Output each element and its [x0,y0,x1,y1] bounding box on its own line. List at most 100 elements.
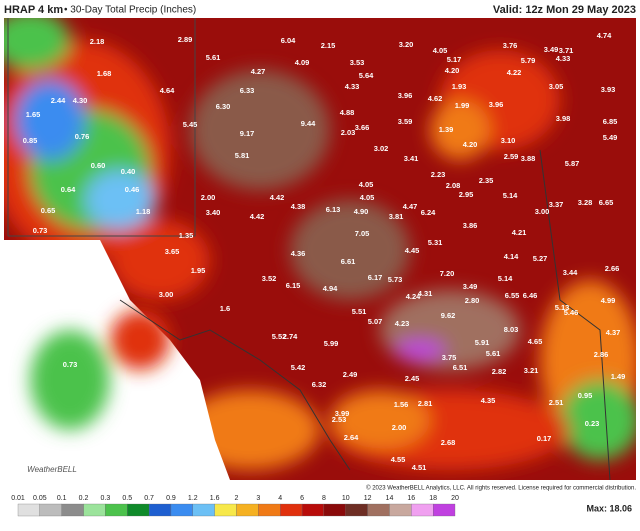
precip-label: 5.61 [206,53,221,62]
max-value: Max: 18.06 [586,503,632,513]
legend-swatch [148,503,172,517]
legend-swatch [411,503,434,517]
precip-label: 4.47 [403,202,418,211]
precip-label: 5.51 [352,307,367,316]
precip-label: 0.65 [41,206,56,215]
precip-label: 2.66 [605,264,620,273]
precip-label: 7.20 [440,269,455,278]
precip-label: 5.45 [183,120,198,129]
precip-label: 5.14 [498,274,513,283]
precip-label: 1.49 [611,372,626,381]
precip-label: 6.65 [599,198,614,207]
precip-label: 6.51 [453,363,468,372]
precip-label: 2.18 [90,37,105,46]
precip-label: 4.33 [556,54,571,63]
precip-label: 6.55 [505,291,520,300]
valid-time: Valid: 12z Mon 29 May 2023 [493,4,636,16]
legend-tick-label: 0.01 [11,495,25,502]
logo: WeatherBELL [27,465,77,474]
precip-label: 0.95 [578,391,593,400]
precip-label: 3.75 [442,353,457,362]
map-title: • 30-Day Total Precip (Inches) [64,5,196,16]
legend-tick-label: 1.6 [210,495,220,502]
precip-label: 2.53 [332,415,347,424]
precip-label: 5.17 [447,55,462,64]
legend-tick-label: 0.05 [33,495,47,502]
precip-label: 4.22 [507,68,522,77]
precip-label: 4.33 [345,82,360,91]
precip-label: 2.82 [492,367,507,376]
precip-label: 1.35 [179,231,194,240]
precip-label: 2.80 [465,296,480,305]
precip-label: 2.15 [321,41,336,50]
legend-tick-label: 0.3 [101,495,111,502]
legend-swatch [39,503,62,517]
precip-label: 2.03 [341,128,356,137]
precip-label: 4.05 [433,46,448,55]
legend-tick-label: 20 [451,495,459,502]
precip-label: 4.30 [73,96,88,105]
precip-label: 0.85 [23,136,38,145]
precip-label: 6.30 [216,102,231,111]
map-field [4,18,636,480]
precip-label: 9.17 [240,129,255,138]
precip-label: 3.05 [549,82,564,91]
precip-label: 4.20 [445,66,460,75]
precip-label: 2.89 [178,35,193,44]
precip-label: 2.23 [431,170,446,179]
precip-label: 4.20 [463,140,478,149]
precip-label: 2.86 [594,350,609,359]
precip-label: 3.49 [544,45,559,54]
precip-label: 7.05 [355,229,370,238]
precip-label: 1.56 [394,400,409,409]
precip-label: 4.64 [160,86,175,95]
precip-label: 3.99 [335,409,350,418]
precip-label: 1.6 [220,304,230,313]
precip-label: 5.14 [503,191,518,200]
precip-label: 3.41 [404,154,419,163]
precip-label: 4.99 [601,296,616,305]
precip-label: 4.23 [395,319,410,328]
precip-label: 3.20 [399,40,414,49]
precip-label: 4.31 [418,289,433,298]
model-name: HRAP 4 km [4,4,63,16]
precip-label: 2.74 [283,332,298,341]
precip-label: 4.62 [428,94,443,103]
precip-label: 4.65 [528,337,543,346]
precip-label: 3.37 [549,200,564,209]
precip-label: 5.87 [565,159,580,168]
legend-swatch [61,503,84,517]
precip-label: 4.51 [412,463,427,472]
precip-label: 4.42 [250,212,265,221]
precip-label: 5.64 [359,71,374,80]
precip-label: 0.73 [63,360,78,369]
precip-label: 2.95 [459,190,474,199]
precip-label: 4.55 [391,455,406,464]
legend-swatch [367,503,390,517]
precip-label: 5.52 [272,332,287,341]
legend-swatch [301,503,325,517]
precip-label: 6.85 [603,117,618,126]
precip-label: 3.65 [165,247,180,256]
precip-label: 2.00 [201,193,216,202]
precip-label: 6.24 [421,208,436,217]
precip-label: 3.53 [350,58,365,67]
precip-label: 2.44 [51,96,66,105]
precip-label: 0.46 [125,185,140,194]
precip-label: 4.05 [360,193,375,202]
precip-label: 2.68 [441,438,456,447]
precip-label: 0.17 [537,434,552,443]
legend-swatch [258,503,281,517]
precip-label: 5.91 [475,338,490,347]
legend-swatch [170,503,193,517]
precip-label: 4.14 [504,252,519,261]
precip-label: 3.44 [563,268,578,277]
precip-label: 5.73 [388,275,403,284]
legend-swatch [105,503,128,517]
precip-label: 0.76 [75,132,90,141]
precip-label: 4.36 [291,249,306,258]
precip-label: 3.71 [559,46,574,55]
precip-label: 2.81 [418,399,433,408]
legend-swatch [345,503,368,517]
